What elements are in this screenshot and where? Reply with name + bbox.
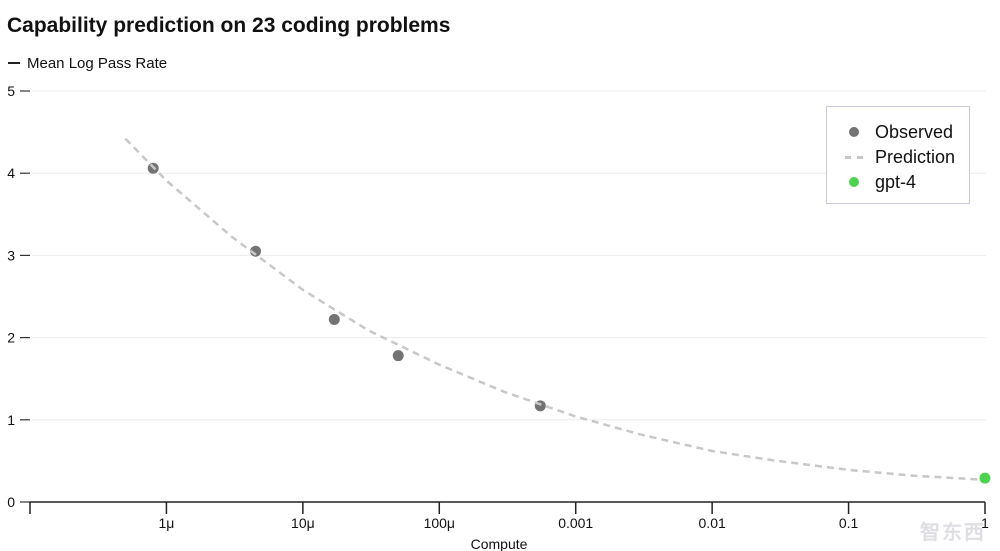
x-tick-label-1: 10μ (291, 515, 315, 531)
point-gpt-4-0 (979, 472, 991, 484)
y-tick-label-1: 1 (7, 412, 15, 428)
watermark-logo: 智东西 (920, 522, 986, 544)
prediction-dashed-line-icon (845, 148, 863, 166)
legend-item-prediction: Prediction (845, 145, 955, 169)
point-observed-3 (392, 350, 404, 362)
y-axis: 0 1 2 3 4 5 (7, 83, 30, 510)
y-tick-label-5: 5 (7, 83, 15, 99)
y-tick-label-2: 2 (7, 330, 15, 346)
grid-lines (32, 90, 986, 421)
legend-label-gpt4: gpt-4 (875, 171, 917, 192)
y-tick-label-3: 3 (7, 247, 15, 263)
series-line-prediction (124, 137, 986, 482)
legend-item-gpt4: gpt-4 (845, 170, 916, 194)
gpt4-marker-icon (845, 173, 863, 191)
x-axis: 1μ 10μ 100μ 0.001 0.01 0.1 1 (29, 501, 989, 531)
series-layer (124, 137, 991, 484)
subtitle-text: Mean Log Pass Rate (27, 55, 168, 72)
legend-label-observed: Observed (875, 121, 954, 142)
x-tick-label-4: 0.01 (699, 515, 726, 531)
x-tick-label-3: 0.001 (558, 515, 593, 531)
x-tick-label-6: 1 (981, 515, 989, 531)
x-axis-label: Compute (471, 536, 528, 551)
legend-label-prediction: Prediction (875, 146, 956, 167)
y-tick-label-4: 4 (7, 165, 15, 181)
x-tick-label-2: 100μ (424, 515, 455, 531)
observed-marker-icon (845, 123, 863, 141)
subtitle-dash-icon (8, 62, 20, 65)
x-tick-label-0: 1μ (158, 515, 174, 531)
x-tick-label-5: 0.1 (839, 515, 859, 531)
chart-subtitle: Mean Log Pass Rate (8, 55, 167, 72)
legend: Observed Prediction gpt-4 (826, 106, 970, 204)
legend-item-observed: Observed (845, 120, 953, 144)
y-tick-label-0: 0 (7, 494, 15, 510)
point-observed-2 (328, 314, 340, 326)
point-observed-1 (250, 245, 262, 257)
chart-title: Capability prediction on 23 coding probl… (7, 14, 451, 37)
